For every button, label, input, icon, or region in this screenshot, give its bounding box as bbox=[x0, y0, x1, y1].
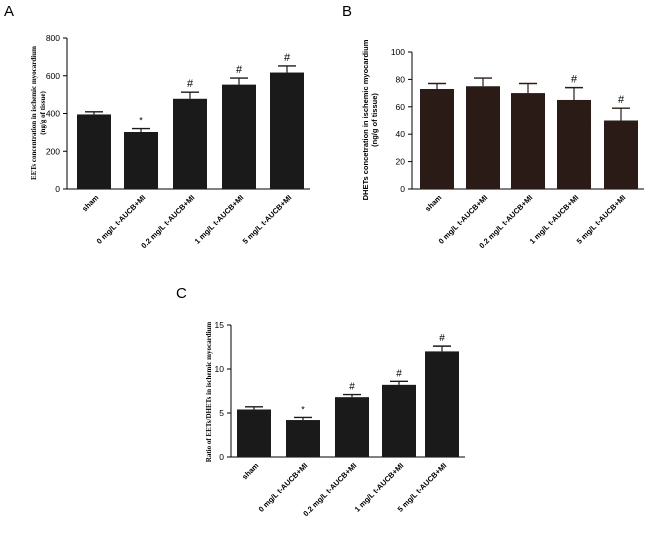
panel-b-ylabel-line-2: (ng/g of tissue) bbox=[370, 93, 379, 147]
panel-a-error-bar bbox=[230, 77, 248, 85]
panel-b-error-bar bbox=[519, 82, 537, 94]
panel-a-significance-mark: # bbox=[284, 52, 291, 64]
panel-b-error-bar bbox=[565, 86, 583, 100]
panel-b-error-bar bbox=[428, 82, 446, 89]
panel-a-y-tick-label: 800 bbox=[46, 33, 60, 43]
panel-c-significance-mark: # bbox=[439, 333, 445, 344]
panel-a-y-tick-label: 400 bbox=[46, 109, 60, 119]
panel-c-bar bbox=[382, 384, 416, 457]
panel-b-category-label: 1 mg/L t-AUCB+MI bbox=[528, 193, 581, 246]
panel-c-bar bbox=[237, 409, 271, 457]
panel-a-category-label: sham bbox=[80, 193, 100, 213]
panel-b-bar bbox=[511, 93, 545, 189]
panel-a-significance-mark: * bbox=[139, 116, 143, 126]
panel-a: A EETs concentration in ischemic myocard… bbox=[4, 3, 310, 250]
panel-a-bar bbox=[124, 131, 158, 189]
panel-b-y-tick-label: 100 bbox=[391, 47, 405, 57]
panel-a-category-label: 1 mg/L t-AUCB+MI bbox=[193, 193, 246, 246]
panel-a-bar bbox=[77, 114, 111, 189]
panel-a-category-label: 0 mg/L t-AUCB+MI bbox=[95, 193, 148, 246]
panel-b-bar bbox=[557, 99, 591, 189]
panel-a-bar bbox=[222, 84, 256, 189]
panel-c-y-tick-label: 10 bbox=[215, 364, 225, 374]
panel-a-ylabel-line-2: (ng/g of tissue) bbox=[39, 91, 47, 135]
panel-a-error-bar bbox=[132, 127, 150, 132]
panel-a-ylabel-line-1: EETs concentration in ischemic myocardiu… bbox=[30, 46, 38, 180]
panel-c-y-tick-label: 5 bbox=[219, 408, 224, 418]
panel-c-category-label: 0 mg/L t-AUCB+MI bbox=[257, 461, 310, 514]
panel-c-error-bar bbox=[433, 345, 451, 352]
panel-c-letter: C bbox=[176, 285, 187, 302]
panel-c-bar bbox=[286, 420, 320, 457]
panel-a-category-label: 5 mg/L t-AUCB+MI bbox=[241, 193, 294, 246]
panel-a-significance-mark: # bbox=[236, 64, 243, 76]
panel-b-error-bar bbox=[612, 107, 630, 121]
panel-a-error-bar bbox=[181, 91, 199, 99]
panel-c-y-tick-label: 0 bbox=[219, 452, 224, 462]
panel-a-y-tick-label: 200 bbox=[46, 146, 60, 156]
panel-a-error-bar bbox=[278, 65, 296, 73]
panel-c-y-tick-label: 15 bbox=[215, 320, 225, 330]
panel-b: B DHETs concetration in ischemic myocard… bbox=[342, 3, 644, 250]
panel-b-category-label: sham bbox=[423, 193, 443, 213]
panel-b-y-tick-label: 80 bbox=[396, 74, 406, 84]
panel-c-category-label: sham bbox=[240, 461, 260, 481]
panel-a-category-label: 0.2 mg/L t-AUCB+MI bbox=[139, 193, 196, 250]
panel-c-error-bar bbox=[294, 416, 312, 421]
panel-c-bar bbox=[335, 397, 369, 457]
panel-b-ylabel-line-1: DHETs concetration in ischemic myocardiu… bbox=[361, 39, 370, 200]
panel-b-bar bbox=[466, 86, 500, 189]
panel-a-y-tick-label: 0 bbox=[55, 184, 60, 194]
panel-b-y-tick-label: 20 bbox=[396, 157, 406, 167]
panel-b-significance-mark: # bbox=[618, 94, 625, 106]
panel-b-error-bar bbox=[474, 77, 492, 87]
panel-a-y-tick-label: 600 bbox=[46, 71, 60, 81]
panel-b-bar bbox=[604, 120, 638, 189]
panel-c-error-bar bbox=[390, 380, 408, 385]
panel-c-error-bar bbox=[343, 393, 361, 398]
panel-c-error-bar bbox=[245, 406, 263, 410]
panel-a-letter: A bbox=[4, 3, 14, 20]
panel-b-letter: B bbox=[342, 3, 352, 20]
panel-b-bar bbox=[420, 88, 454, 189]
panel-c-ylabel-line-1: Ratio of EETs/DHETs in ischemic myocardi… bbox=[205, 322, 213, 463]
panel-c-category-label: 0.2 mg/L t-AUCB+MI bbox=[301, 461, 358, 518]
panel-b-y-tick-label: 40 bbox=[396, 129, 406, 139]
panel-a-error-bar bbox=[85, 111, 103, 115]
panel-c: C Ratio of EETs/DHETs in ischemic myocar… bbox=[176, 285, 465, 518]
panel-a-significance-mark: # bbox=[187, 78, 194, 90]
panel-c-significance-mark: * bbox=[301, 404, 305, 414]
panel-b-category-label: 5 mg/L t-AUCB+MI bbox=[575, 193, 628, 246]
panel-b-y-tick-label: 60 bbox=[396, 102, 406, 112]
panel-b-significance-mark: # bbox=[571, 74, 578, 86]
panel-a-bar bbox=[270, 72, 304, 189]
panel-b-y-tick-label: 0 bbox=[400, 184, 405, 194]
panel-c-significance-mark: # bbox=[349, 382, 355, 393]
panel-c-significance-mark: # bbox=[396, 368, 402, 379]
panel-c-bar bbox=[425, 351, 459, 457]
panel-a-bar bbox=[173, 98, 207, 189]
panel-b-category-label: 0 mg/L t-AUCB+MI bbox=[437, 193, 490, 246]
